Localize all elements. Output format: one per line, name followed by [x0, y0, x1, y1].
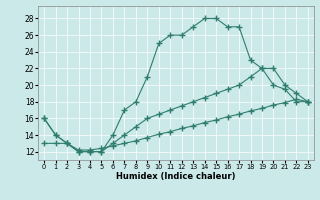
X-axis label: Humidex (Indice chaleur): Humidex (Indice chaleur) — [116, 172, 236, 181]
